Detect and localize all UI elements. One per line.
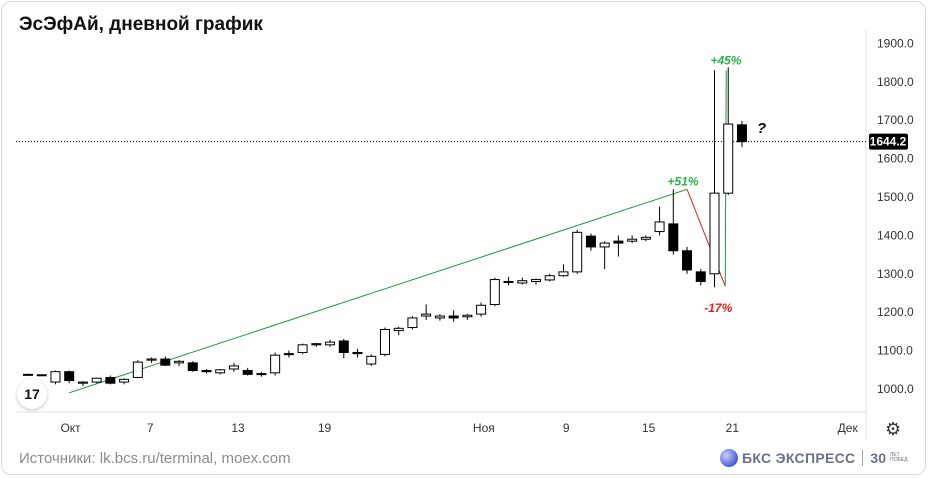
y-tick-label: 1900.0 [877, 36, 914, 50]
trend-line-up-1 [69, 188, 688, 394]
candle-body[interactable] [119, 378, 130, 383]
candle-body[interactable] [572, 231, 583, 273]
y-tick-label: 1300.0 [877, 267, 914, 281]
candle-body[interactable] [174, 360, 185, 364]
brand-years: 30 [870, 450, 886, 466]
candle-body[interactable] [517, 280, 528, 284]
candle-body[interactable] [489, 279, 500, 306]
candle-body[interactable] [709, 192, 720, 275]
candle-body[interactable] [640, 236, 651, 240]
candle-body[interactable] [64, 371, 75, 382]
candle-body[interactable] [242, 370, 253, 375]
candle-body[interactable] [201, 370, 212, 373]
candle-body[interactable] [462, 314, 473, 318]
x-tick-label: 15 [642, 421, 656, 435]
candle-body[interactable] [228, 365, 239, 370]
candle-body[interactable] [297, 344, 308, 353]
y-tick-label: 1100.0 [877, 344, 913, 358]
candle-body[interactable] [215, 369, 226, 374]
candle-body[interactable] [434, 315, 445, 319]
candle-body[interactable] [256, 373, 267, 376]
candle-body[interactable] [682, 250, 693, 271]
tradingview-logo-text: 17 [24, 386, 40, 402]
annotation-label: ? [757, 120, 766, 137]
candle-body[interactable] [270, 354, 281, 374]
x-tick-label: 9 [563, 421, 570, 435]
brand-sub-1: ЛЕТ [890, 452, 900, 458]
candle-body[interactable] [146, 358, 157, 361]
x-tick-label: Ноя [473, 421, 495, 435]
candle-body[interactable] [160, 358, 171, 366]
candle-body[interactable] [379, 328, 390, 355]
sources-text: Источники: lk.bcs.ru/terminal, moex.com [19, 450, 291, 467]
candle-body[interactable] [503, 280, 514, 283]
candle-body[interactable] [531, 279, 542, 282]
x-tick-label: Дек [838, 421, 859, 435]
candle-body[interactable] [23, 373, 33, 376]
candle-body[interactable] [736, 124, 747, 143]
y-tick-label: 1500.0 [877, 190, 914, 204]
y-tick-label: 1800.0 [877, 75, 914, 89]
tradingview-logo: 17 [17, 379, 47, 409]
candle-body[interactable] [393, 327, 404, 332]
candle-body[interactable] [627, 238, 638, 242]
y-tick-label: 1400.0 [877, 228, 914, 242]
gear-icon[interactable]: ⚙ [885, 419, 902, 440]
y-tick-label: 1600.0 [877, 152, 914, 166]
candle-body[interactable] [91, 377, 102, 383]
candle-body[interactable] [311, 343, 322, 346]
y-tick-label: 1000.0 [877, 382, 914, 396]
candle-body[interactable] [558, 271, 569, 277]
candle-body[interactable] [77, 381, 88, 384]
candle-body[interactable] [723, 123, 734, 194]
brand-sub-2: ПОБЕД [890, 457, 908, 463]
trend-line-down [686, 189, 726, 287]
candle-body[interactable] [421, 313, 432, 317]
candle-body[interactable] [352, 351, 363, 355]
annotation-label: +51% [668, 174, 699, 188]
candle-body[interactable] [50, 371, 61, 383]
annotation-label: -17% [704, 301, 732, 315]
candle-body[interactable] [585, 235, 596, 248]
candle-body[interactable] [544, 275, 555, 281]
candle-body[interactable] [105, 376, 116, 384]
candle-body[interactable] [325, 341, 336, 346]
brand-name: БКС ЭКСПРЕСС [742, 450, 856, 466]
candle-body[interactable] [476, 304, 487, 315]
annotation-label: +45% [710, 53, 741, 67]
brand-divider [862, 450, 864, 466]
y-tick-label: 1200.0 [877, 305, 914, 319]
candle-body[interactable] [338, 340, 349, 353]
x-tick-label: 19 [318, 421, 332, 435]
candle-body[interactable] [668, 223, 679, 252]
candle-body[interactable] [695, 271, 706, 282]
chart-title: ЭсЭфАй, дневной график [19, 14, 263, 35]
candle-body[interactable] [36, 374, 47, 377]
candle-body[interactable] [599, 242, 610, 248]
candle-body[interactable] [366, 355, 377, 365]
brand-circle-icon [720, 449, 738, 467]
candle-body[interactable] [283, 353, 294, 356]
brand-sub: ЛЕТ ПОБЕД [890, 453, 908, 463]
candle-body[interactable] [187, 362, 198, 372]
x-tick-label: Окт [60, 421, 81, 435]
x-tick-label: 13 [231, 421, 245, 435]
last-price-badge [869, 133, 908, 150]
candle-body[interactable] [407, 317, 418, 329]
candle-body[interactable] [132, 361, 143, 378]
x-tick-label: 21 [726, 421, 740, 435]
candle-body[interactable] [448, 315, 459, 319]
y-tick-label: 1700.0 [877, 113, 914, 127]
brand-logo: БКС ЭКСПРЕСС 30 ЛЕТ ПОБЕД [720, 449, 908, 467]
candle-body[interactable] [654, 221, 665, 233]
last-price-label: 1644.2 [870, 135, 907, 149]
x-tick-label: 7 [147, 421, 154, 435]
candle-body[interactable] [613, 240, 624, 244]
